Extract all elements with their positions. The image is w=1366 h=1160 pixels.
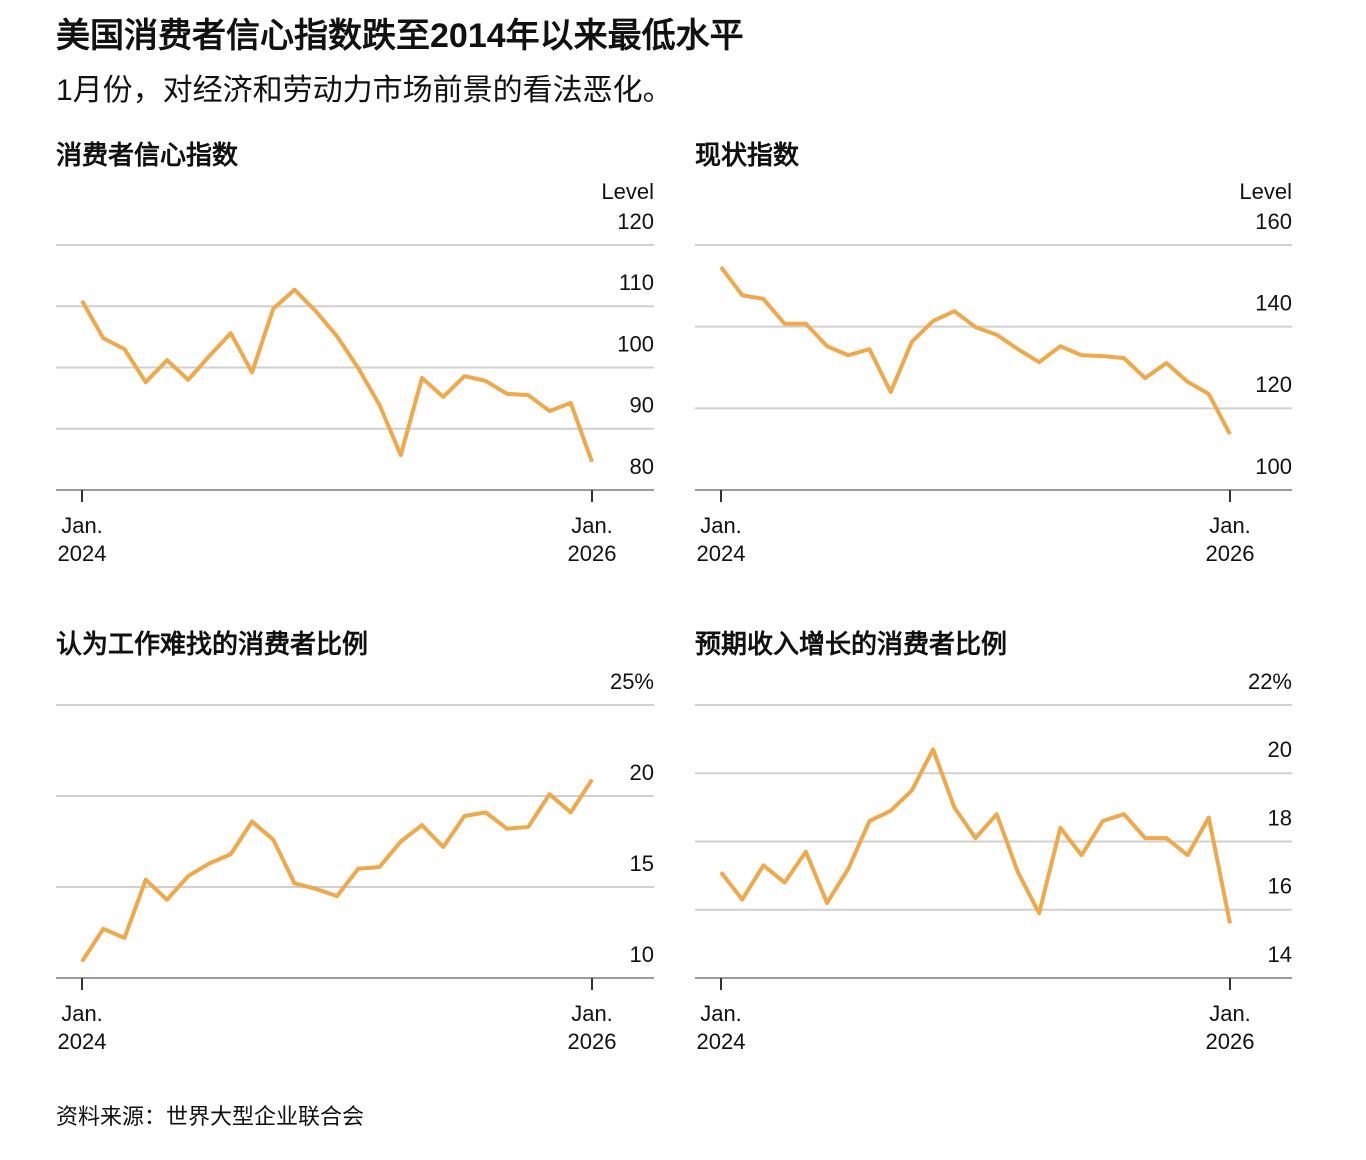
line [719,265,1232,435]
y-tick-label: 140 [1255,290,1292,315]
y-tick-label: 14 [1268,942,1292,967]
chart-title: 认为工作难找的消费者比例 [56,629,368,659]
source-note: 资料来源：世界大型企业联合会 [56,1104,364,1129]
y-tick-label: 18 [1268,805,1292,830]
y-axis-label: Level [601,179,654,204]
x-tick-label: Jan. 2026 [567,513,617,566]
y-tick-label: 20 [1268,737,1292,762]
y-tick-label: 90 [630,393,654,418]
y-tick-label: 160 [1255,209,1292,234]
x-tick-label: Jan. 2026 [567,1001,617,1054]
y-tick-label: 22% [1248,669,1292,694]
x-tick-label: Jan. 2024 [57,1001,107,1054]
y-tick-label: 25% [610,669,654,694]
x-tick-label: Jan. 2024 [696,1001,746,1054]
x-tick-label: Jan. 2026 [1205,513,1255,566]
chart-title: 消费者信心指数 [56,140,239,170]
y-tick-label: 120 [617,209,654,234]
y-tick-label: 100 [617,331,654,356]
page-subtitle: 1月份，对经济和劳动力市场前景的看法恶化。 [56,74,673,107]
y-axis-label: Level [1239,179,1292,204]
y-tick-label: 20 [630,760,654,785]
y-tick-label: 100 [1255,454,1292,479]
y-tick-label: 10 [630,942,654,967]
y-tick-label: 120 [1255,372,1292,397]
x-tick-label: Jan. 2026 [1205,1001,1255,1054]
page-title: 美国消费者信心指数跌至2014年以来最低水平 [56,17,744,55]
y-tick-label: 110 [619,270,654,295]
line [80,778,594,963]
y-tick-label: 16 [1268,874,1292,899]
line [719,747,1232,924]
chart-title: 现状指数 [695,140,800,170]
line [80,287,594,463]
x-tick-label: Jan. 2024 [696,513,746,566]
chart-title: 预期收入增长的消费者比例 [695,629,1007,659]
y-tick-label: 15 [630,851,654,876]
y-tick-label: 80 [630,454,654,479]
x-tick-label: Jan. 2024 [57,513,107,566]
